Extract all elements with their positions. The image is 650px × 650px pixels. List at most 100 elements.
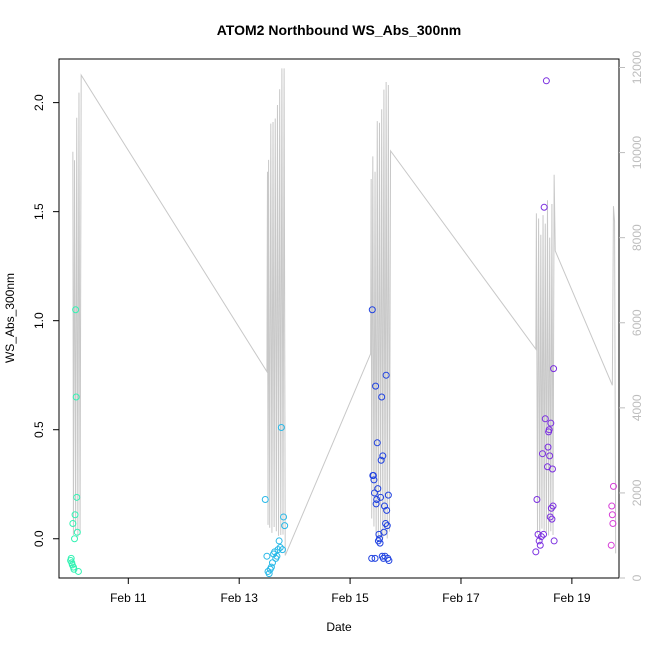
data-point [540,530,548,538]
data-point [608,511,616,519]
y-left-tick-label: 0.5 [32,421,46,438]
y-right-tick-label: 10000 [630,136,644,170]
x-tick-label: Feb 11 [110,591,147,605]
data-point [67,554,75,562]
data-point [275,537,283,545]
y-right-tick-label: 0 [630,574,644,581]
data-point [533,496,541,503]
data-point [71,535,79,543]
data-point [281,522,289,530]
data-point [380,502,388,510]
data-point [372,500,380,508]
data-point [377,493,385,501]
data-point [70,565,78,573]
y-right-tick-label: 4000 [630,394,644,421]
data-point [74,567,82,575]
x-tick-label: Feb 17 [442,591,480,605]
grey-line-layer [72,68,617,556]
data-point [379,452,387,460]
data-point [374,485,382,493]
data-point [609,519,617,527]
data-point [548,515,556,523]
data-point [538,450,546,458]
y-right-tick-label: 12000 [630,51,644,85]
y-left-tick-label: 1.5 [32,203,46,220]
data-point [274,546,282,554]
x-axis-label: Date [326,620,352,634]
data-point [609,482,617,490]
data-point [607,541,615,549]
data-point [536,541,544,549]
y-axis-right: 0 2000 4000 6000 8000 10000 12000 [619,51,644,581]
y-right-tick-label: 8000 [630,224,644,251]
data-point [369,472,377,480]
y-left-tick-label: 1.0 [32,312,46,329]
data-point [377,456,385,464]
data-point [278,546,286,554]
data-point [373,439,381,447]
data-point [383,506,391,514]
chart-title: ATOM2 Northbound WS_Abs_300nm [217,22,462,38]
grey-series-line [72,68,617,556]
x-axis: Feb 11 Feb 13 Feb 15 Feb 17 Feb 19 [110,578,591,605]
points-layer [67,77,617,578]
data-point [280,513,288,521]
data-point [532,548,540,556]
data-point [373,496,381,503]
data-point [541,415,549,423]
data-point [263,552,271,560]
data-point [375,535,383,543]
data-point [542,77,550,85]
data-point [383,522,391,530]
data-point [276,543,284,551]
data-point [382,371,390,379]
data-point [550,537,558,545]
data-point [273,552,281,560]
y-left-tick-label: 2.0 [32,94,46,111]
y-axis-label: WS_Abs_300nm [3,273,17,363]
data-point [546,513,554,521]
x-tick-label: Feb 13 [221,591,259,605]
data-point [547,419,555,427]
data-point [265,570,273,578]
data-point [72,393,80,401]
data-point [537,533,545,541]
data-point [549,502,557,510]
data-point [550,365,558,373]
plot-frame [58,58,620,579]
data-point [535,537,543,545]
data-point [370,476,378,484]
data-point [368,554,376,562]
data-point [384,491,392,499]
data-point [376,539,384,547]
data-point [380,528,388,536]
y-left-tick-label: 0.0 [32,530,46,547]
x-tick-label: Feb 19 [553,591,591,605]
data-point [72,306,80,314]
data-point [73,493,81,501]
data-point [546,452,554,460]
data-point [385,557,393,565]
data-point [277,424,285,432]
data-point [268,559,276,567]
y-axis-left: 0.0 0.5 1.0 1.5 2.0 [32,94,59,547]
data-point [548,465,556,473]
data-point [378,393,386,401]
y-right-tick-label: 2000 [630,479,644,506]
data-point [71,511,79,519]
data-point [608,502,616,510]
data-point [267,563,275,571]
data-point [370,489,378,497]
data-point [547,504,555,512]
data-point [371,554,379,562]
x-tick-label: Feb 15 [331,591,369,605]
data-point [261,496,269,503]
data-point [368,306,376,314]
data-point [545,426,553,434]
y-right-tick-label: 6000 [630,309,644,336]
data-point [540,203,548,211]
data-point [69,519,77,527]
data-point [372,382,380,390]
data-point [544,443,552,451]
